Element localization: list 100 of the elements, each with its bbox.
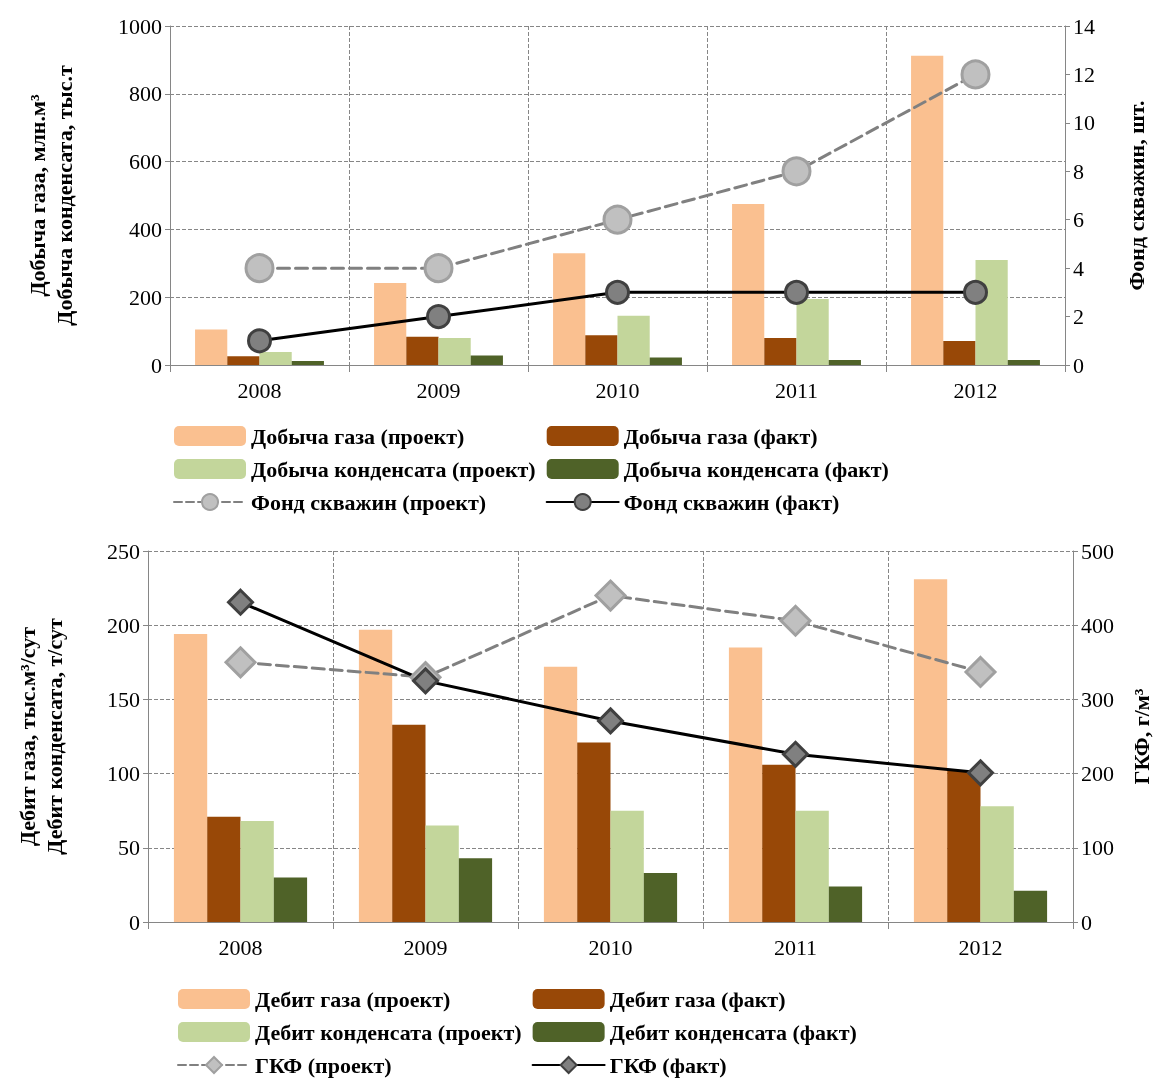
y2-axis-title: ГКФ, г/м³ bbox=[1129, 688, 1154, 785]
bar bbox=[553, 253, 586, 365]
y2-tick-label: 300 bbox=[1081, 686, 1114, 712]
y-tick-label: 0 bbox=[151, 352, 162, 378]
y2-tick-label: 0 bbox=[1073, 352, 1084, 378]
legend-label: Фонд скважин (проект) bbox=[251, 489, 487, 515]
x-tick-label: 2011 bbox=[773, 934, 818, 960]
legend-label: Добыча конденсата (проект) bbox=[251, 456, 536, 482]
x-tick-label: 2012 bbox=[958, 934, 1003, 960]
bar bbox=[458, 858, 493, 922]
bar bbox=[795, 810, 829, 922]
bar bbox=[649, 357, 682, 365]
bar bbox=[291, 360, 324, 365]
y2-tick-label: 100 bbox=[1081, 835, 1114, 861]
bar bbox=[762, 764, 796, 922]
y2-tick-label: 200 bbox=[1081, 761, 1114, 787]
bar bbox=[947, 770, 981, 922]
legend-label: Дебит газа (проект) bbox=[255, 986, 451, 1012]
y-tick-label: 250 bbox=[107, 538, 140, 564]
x-tick-label: 2011 bbox=[774, 377, 819, 403]
y-tick-label: 150 bbox=[107, 686, 140, 712]
bar bbox=[543, 666, 578, 922]
legend-label: Добыча газа (факт) bbox=[623, 423, 818, 449]
legend-label: Фонд скважин (факт) bbox=[623, 489, 840, 515]
y-tick-label: 50 bbox=[118, 835, 140, 861]
bar bbox=[259, 352, 292, 365]
bar bbox=[406, 336, 439, 365]
bar bbox=[796, 298, 829, 365]
point bbox=[244, 253, 275, 284]
bar bbox=[911, 55, 944, 365]
x-tick-label: 2009 bbox=[416, 377, 461, 403]
x-tick-label: 2009 bbox=[403, 934, 448, 960]
y-tick-label: 200 bbox=[129, 284, 162, 310]
y-axis-title: Добыча газа, млн.м³ Добыча конденсата, тыс.т bbox=[25, 65, 77, 326]
bar bbox=[1013, 890, 1048, 922]
legend-label: ГКФ (факт) bbox=[609, 1052, 727, 1078]
bar bbox=[728, 647, 763, 922]
legend-label: Добыча конденсата (факт) bbox=[623, 456, 889, 482]
bar bbox=[913, 579, 948, 922]
y-tick-label: 100 bbox=[107, 761, 140, 787]
y2-tick-label: 400 bbox=[1081, 612, 1114, 638]
legend-label: Добыча газа (проект) bbox=[251, 423, 465, 449]
bar bbox=[828, 359, 861, 365]
y2-tick-label: 12 bbox=[1073, 61, 1095, 87]
bar bbox=[828, 886, 863, 922]
y-tick-label: 600 bbox=[129, 149, 162, 175]
bar bbox=[438, 337, 471, 365]
point bbox=[594, 579, 627, 612]
bar bbox=[980, 806, 1014, 922]
bar bbox=[392, 724, 426, 922]
point bbox=[602, 204, 633, 235]
point bbox=[423, 253, 454, 284]
bar bbox=[470, 355, 503, 365]
bar bbox=[975, 259, 1008, 365]
y2-tick-label: 14 bbox=[1073, 13, 1095, 39]
y2-tick-label: 0 bbox=[1081, 909, 1092, 935]
bar bbox=[1007, 359, 1040, 365]
point bbox=[224, 646, 257, 679]
bar bbox=[240, 821, 274, 922]
bar bbox=[732, 203, 765, 365]
bar bbox=[273, 877, 308, 922]
y-tick-label: 1000 bbox=[118, 13, 162, 39]
point bbox=[964, 655, 997, 688]
y2-axis-title: Фонд скважин, шт. bbox=[1124, 100, 1149, 291]
x-tick-label: 2008 bbox=[237, 377, 282, 403]
y2-tick-label: 2 bbox=[1073, 304, 1084, 330]
legend-label: Дебит конденсата (факт) bbox=[609, 1019, 857, 1045]
y2-tick-label: 500 bbox=[1081, 538, 1114, 564]
y2-tick-label: 8 bbox=[1073, 158, 1084, 184]
legend-label: Дебит конденсата (проект) bbox=[255, 1019, 522, 1045]
x-tick-label: 2010 bbox=[595, 377, 640, 403]
bar bbox=[358, 629, 393, 922]
bar bbox=[577, 742, 611, 922]
y2-tick-label: 6 bbox=[1073, 207, 1084, 233]
legend-label: Дебит газа (факт) bbox=[609, 986, 786, 1012]
y-tick-label: 800 bbox=[129, 81, 162, 107]
bar bbox=[643, 873, 678, 922]
bar bbox=[585, 335, 618, 365]
bar bbox=[227, 356, 260, 365]
y-axis-title: Дебит газа, тыс.м³/сут Дебит конденсата, т/сут bbox=[15, 618, 67, 855]
bar bbox=[943, 340, 976, 365]
bar bbox=[425, 825, 459, 922]
point bbox=[960, 59, 991, 90]
y-tick-label: 200 bbox=[107, 612, 140, 638]
bar bbox=[195, 329, 228, 365]
x-tick-label: 2012 bbox=[953, 377, 998, 403]
bar bbox=[764, 337, 797, 365]
x-tick-label: 2008 bbox=[218, 934, 263, 960]
legend-label: ГКФ (проект) bbox=[255, 1052, 392, 1078]
y2-tick-label: 4 bbox=[1073, 255, 1084, 281]
y2-tick-label: 10 bbox=[1073, 110, 1095, 136]
y-tick-label: 0 bbox=[129, 909, 140, 935]
bar bbox=[173, 634, 208, 922]
y-tick-label: 400 bbox=[129, 216, 162, 242]
x-tick-label: 2010 bbox=[588, 934, 633, 960]
bar bbox=[610, 810, 644, 922]
bar bbox=[374, 282, 407, 365]
point bbox=[781, 156, 812, 187]
point bbox=[779, 604, 812, 637]
bar bbox=[617, 315, 650, 365]
